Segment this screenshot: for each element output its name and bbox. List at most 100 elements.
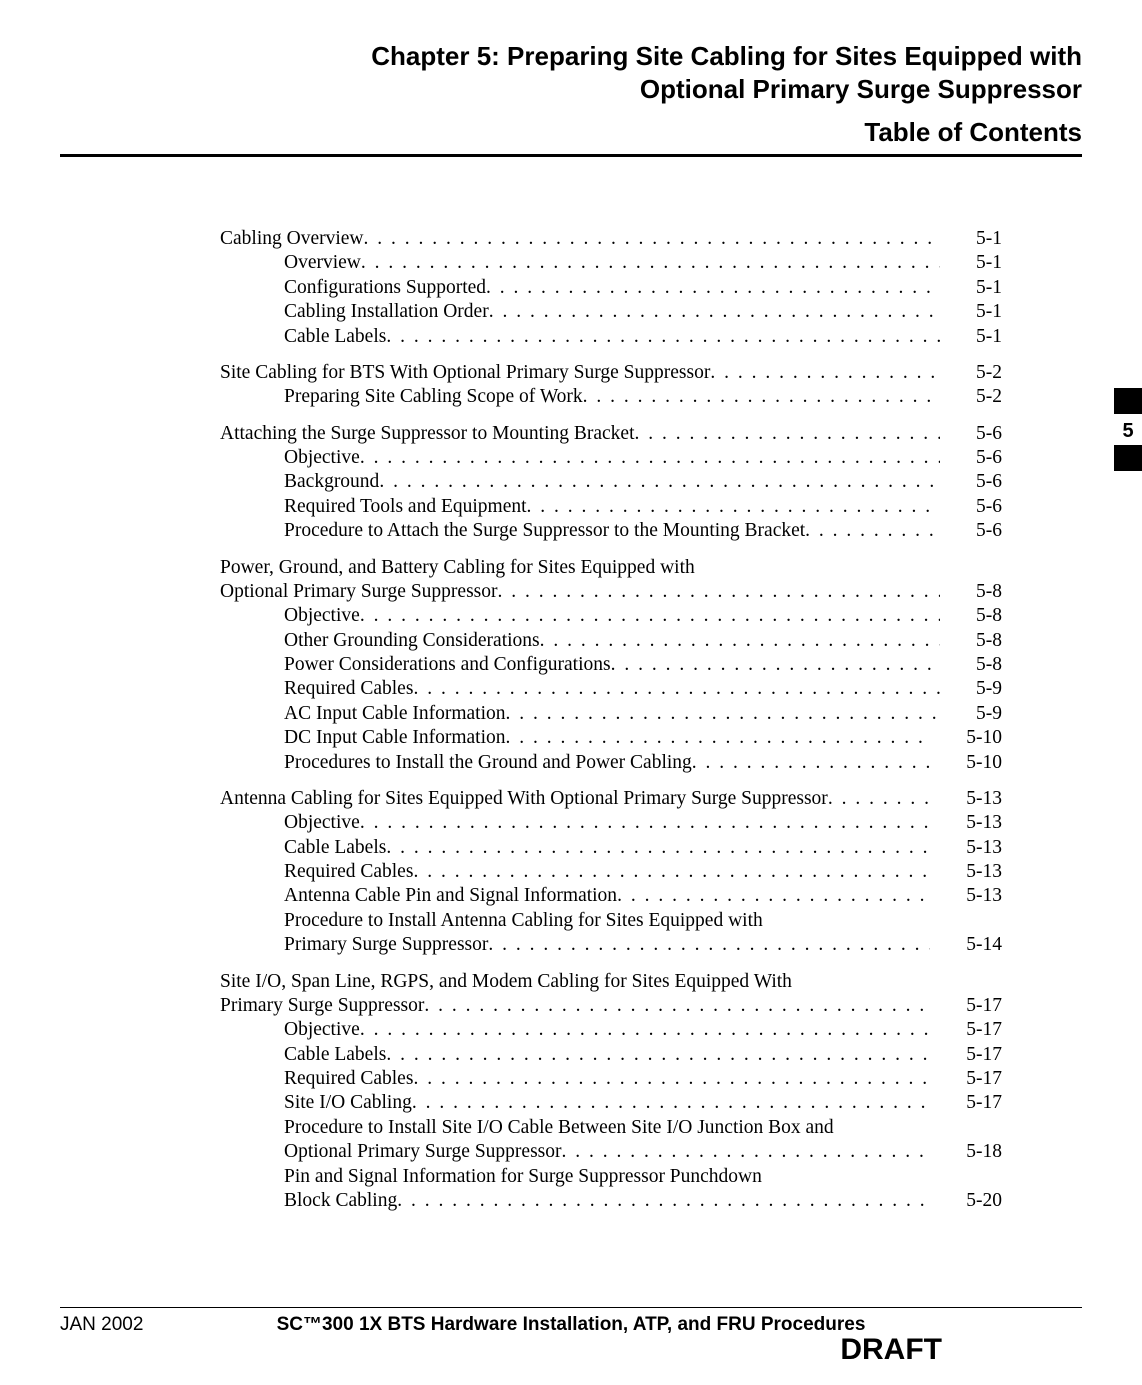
toc-page-number: 5-1 — [940, 300, 1002, 324]
toc-dots — [692, 751, 930, 775]
toc-dots — [486, 276, 940, 300]
toc-dots — [386, 836, 930, 860]
toc-dots — [562, 1140, 931, 1164]
toc-page-number: 5-1 — [940, 325, 1002, 349]
toc-page-number: 5-13 — [930, 787, 1002, 811]
toc-entry-title: Cable Labels — [220, 1043, 386, 1067]
toc-entry-title: Optional Primary Surge Suppressor — [220, 580, 498, 604]
toc-entry-title: Cable Labels — [220, 836, 386, 860]
toc-entry: Cable Labels 5-17 — [220, 1043, 1002, 1067]
toc-dots — [506, 726, 931, 750]
toc-dots — [397, 1189, 930, 1213]
toc-entry: Attaching the Surge Suppressor to Mounti… — [220, 422, 1002, 446]
toc-entry: Cable Labels 5-1 — [220, 325, 1002, 349]
page-header: Chapter 5: Preparing Site Cabling for Si… — [60, 40, 1082, 157]
tab-block-top — [1114, 388, 1142, 414]
toc-dots — [805, 519, 940, 543]
chapter-tab: 5 — [1114, 388, 1142, 474]
toc-entry-title: Block Cabling — [220, 1189, 397, 1213]
toc-entry-title: Optional Primary Surge Suppressor — [220, 1140, 562, 1164]
toc-entry: Antenna Cable Pin and Signal Information… — [220, 884, 1002, 908]
toc-dots — [360, 1018, 930, 1042]
toc-entry-title: Primary Surge Suppressor — [220, 994, 424, 1018]
toc-entry: Power, Ground, and Battery Cabling for S… — [220, 556, 1002, 605]
toc-page-number: 5-8 — [940, 629, 1002, 653]
toc-page-number: 5-17 — [930, 1067, 1002, 1091]
toc-entry-title: Preparing Site Cabling Scope of Work — [220, 385, 583, 409]
footer-doc-title: SC™300 1X BTS Hardware Installation, ATP… — [200, 1314, 942, 1337]
toc-dots — [617, 884, 930, 908]
toc-entry: Site I/O Cabling 5-17 — [220, 1091, 1002, 1115]
toc-dots — [413, 1067, 930, 1091]
toc-page-number: 5-1 — [940, 227, 1002, 251]
toc-page-number: 5-20 — [930, 1189, 1002, 1213]
toc-entry-title: Procedures to Install the Ground and Pow… — [220, 751, 692, 775]
toc-page-number: 5-1 — [940, 251, 1002, 275]
toc-page-number: 5-13 — [930, 860, 1002, 884]
toc-dots — [424, 994, 930, 1018]
toc-dots — [828, 787, 930, 811]
toc-entry-line2: Block Cabling 5-20 — [220, 1189, 1002, 1213]
toc-entry-title: Objective — [220, 604, 360, 628]
toc-entry-line1: Procedure to Install Site I/O Cable Betw… — [220, 1116, 1002, 1140]
toc-entry-title: Procedure to Attach the Surge Suppressor… — [220, 519, 805, 543]
toc-entry-title: Configurations Supported — [220, 276, 486, 300]
toc-entry-title: Required Cables — [220, 1067, 413, 1091]
toc-page-number: 5-17 — [930, 1043, 1002, 1067]
toc-entry: Site Cabling for BTS With Optional Prima… — [220, 361, 1002, 385]
toc-entry: Pin and Signal Information for Surge Sup… — [220, 1165, 1002, 1214]
toc-entry: Procedure to Install Antenna Cabling for… — [220, 909, 1002, 958]
toc-entry: DC Input Cable Information 5-10 — [220, 726, 1002, 750]
toc-entry: Power Considerations and Configurations … — [220, 653, 1002, 677]
toc-dots — [710, 361, 940, 385]
toc-entry-title: Overview — [220, 251, 361, 275]
toc-page-number: 5-8 — [940, 653, 1002, 677]
toc-dots — [498, 580, 941, 604]
toc-entry: Configurations Supported 5-1 — [220, 276, 1002, 300]
toc-page-number: 5-14 — [930, 933, 1002, 957]
toc-entry: Other Grounding Considerations 5-8 — [220, 629, 1002, 653]
toc-entry-line1: Pin and Signal Information for Surge Sup… — [220, 1165, 1002, 1189]
toc-entry: AC Input Cable Information 5-9 — [220, 702, 1002, 726]
toc-entry: Required Cables 5-9 — [220, 677, 1002, 701]
toc-entry-line1: Power, Ground, and Battery Cabling for S… — [220, 556, 1002, 580]
toc-entry-line1: Site I/O, Span Line, RGPS, and Modem Cab… — [220, 970, 1002, 994]
toc-entry: Overview 5-1 — [220, 251, 1002, 275]
toc-page-number: 5-6 — [940, 519, 1002, 543]
toc-page-number: 5-13 — [930, 811, 1002, 835]
toc-entry-title: Antenna Cabling for Sites Equipped With … — [220, 787, 828, 811]
toc-dots — [361, 251, 940, 275]
header-rule — [60, 154, 1082, 157]
toc-entry-line1: Procedure to Install Antenna Cabling for… — [220, 909, 1002, 933]
toc-page-number: 5-17 — [930, 1091, 1002, 1115]
toc-entry-line2: Primary Surge Suppressor 5-17 — [220, 994, 1002, 1018]
tab-number: 5 — [1114, 417, 1142, 445]
toc-dots — [506, 702, 941, 726]
toc-entry-title: Antenna Cable Pin and Signal Information — [220, 884, 617, 908]
toc-entry-title: DC Input Cable Information — [220, 726, 506, 750]
toc-page-number: 5-10 — [930, 751, 1002, 775]
toc-page-number: 5-9 — [940, 702, 1002, 726]
toc-page-number: 5-6 — [940, 446, 1002, 470]
toc-page-number: 5-2 — [940, 385, 1002, 409]
tab-block-bottom — [1114, 445, 1142, 471]
toc-entry-title: Required Cables — [220, 677, 413, 701]
toc-entry: Required Tools and Equipment 5-6 — [220, 495, 1002, 519]
toc-dots — [360, 446, 940, 470]
toc-entry: Preparing Site Cabling Scope of Work 5-2 — [220, 385, 1002, 409]
toc-entry: Objective 5-13 — [220, 811, 1002, 835]
footer-rule — [60, 1307, 1082, 1308]
toc-dots — [412, 1091, 930, 1115]
page-footer: JAN 2002 SC™300 1X BTS Hardware Installa… — [60, 1307, 1082, 1367]
toc-page-number: 5-13 — [930, 884, 1002, 908]
toc-dots — [386, 325, 940, 349]
toc-page-number: 5-13 — [930, 836, 1002, 860]
toc-dots — [413, 860, 930, 884]
table-of-contents: Cabling Overview 5-1Overview 5-1Configur… — [220, 227, 1002, 1213]
chapter-title: Chapter 5: Preparing Site Cabling for Si… — [60, 40, 1082, 105]
toc-page-number: 5-6 — [940, 422, 1002, 446]
toc-entry-title: Cable Labels — [220, 325, 386, 349]
toc-entry: Antenna Cabling for Sites Equipped With … — [220, 787, 1002, 811]
toc-entry: Cabling Installation Order 5-1 — [220, 300, 1002, 324]
toc-entry-title: Objective — [220, 1018, 360, 1042]
